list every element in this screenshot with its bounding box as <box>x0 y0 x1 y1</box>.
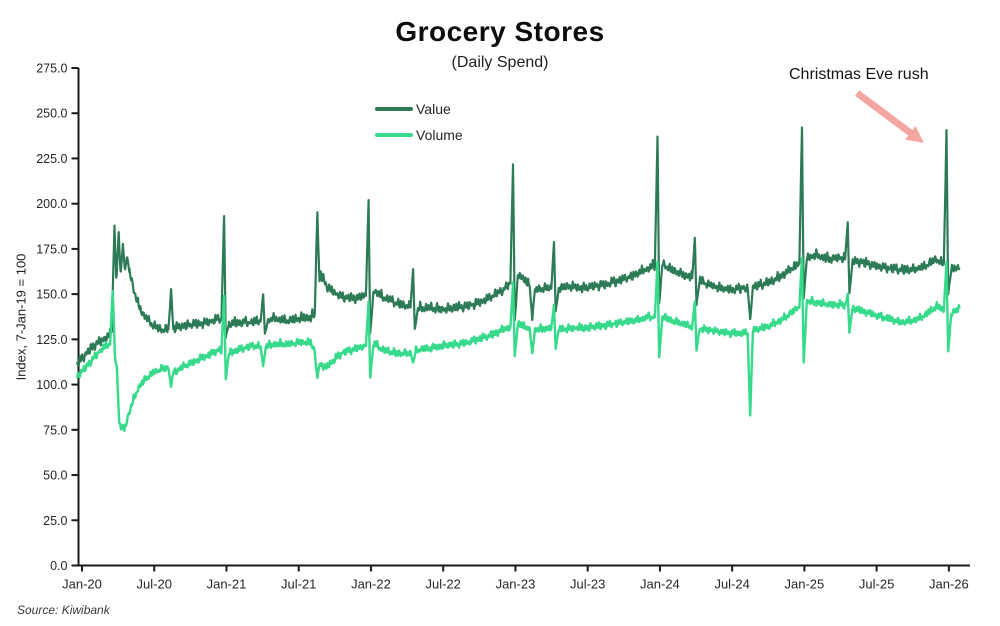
y-axis-title: Index, 7-Jan-19 = 100 <box>13 253 29 381</box>
volume-line-swatch <box>375 133 413 137</box>
value-series-line <box>76 126 961 367</box>
source-note: Source: Kiwibank <box>17 603 110 617</box>
y-tick-label: 0.0 <box>50 559 67 573</box>
annotation-text: Christmas Eve rush <box>789 66 929 83</box>
y-tick-label: 50.0 <box>43 469 67 483</box>
annotation-arrow <box>854 90 917 139</box>
y-tick-label: 125.0 <box>36 333 67 347</box>
x-tick-label: Jan-21 <box>207 577 247 592</box>
y-tick-label: 25.0 <box>43 514 67 528</box>
y-tick-label: 100.0 <box>36 378 67 392</box>
x-tick-label: Jan-25 <box>785 577 825 592</box>
volume-series-line <box>76 256 961 432</box>
value-line-swatch <box>375 107 413 111</box>
legend-label-volume: Volume <box>416 127 463 143</box>
legend-item-volume: Volume <box>375 122 463 148</box>
y-tick-label: 175.0 <box>36 242 67 256</box>
chart-title: Grocery Stores <box>395 16 605 47</box>
legend-label-value: Value <box>416 101 451 117</box>
y-tick-label: 275.0 <box>36 62 67 76</box>
y-tick-label: 200.0 <box>36 197 67 211</box>
x-tick-label: Jul-22 <box>425 577 460 592</box>
chart-subtitle: (Daily Spend) <box>451 54 549 71</box>
y-tick-label: 250.0 <box>36 107 67 121</box>
x-tick-label: Jul-23 <box>570 577 605 592</box>
annotation-arrow-head <box>905 126 924 143</box>
x-tick-label: Jul-20 <box>137 577 172 592</box>
legend: Value Volume <box>375 96 463 148</box>
x-tick-label: Jan-26 <box>929 577 969 592</box>
x-tick-label: Jan-20 <box>62 577 102 592</box>
legend-item-value: Value <box>375 96 463 122</box>
x-tick-label: Jul-24 <box>714 577 749 592</box>
y-tick-label: 150.0 <box>36 288 67 302</box>
axes <box>77 68 970 567</box>
x-tick-label: Jan-24 <box>640 577 680 592</box>
x-tick-label: Jul-21 <box>281 577 316 592</box>
x-tick-label: Jan-23 <box>496 577 536 592</box>
x-tick-label: Jan-22 <box>351 577 391 592</box>
x-tick-label: Jul-25 <box>859 577 894 592</box>
y-tick-label: 75.0 <box>43 423 67 437</box>
y-tick-label: 225.0 <box>36 152 67 166</box>
